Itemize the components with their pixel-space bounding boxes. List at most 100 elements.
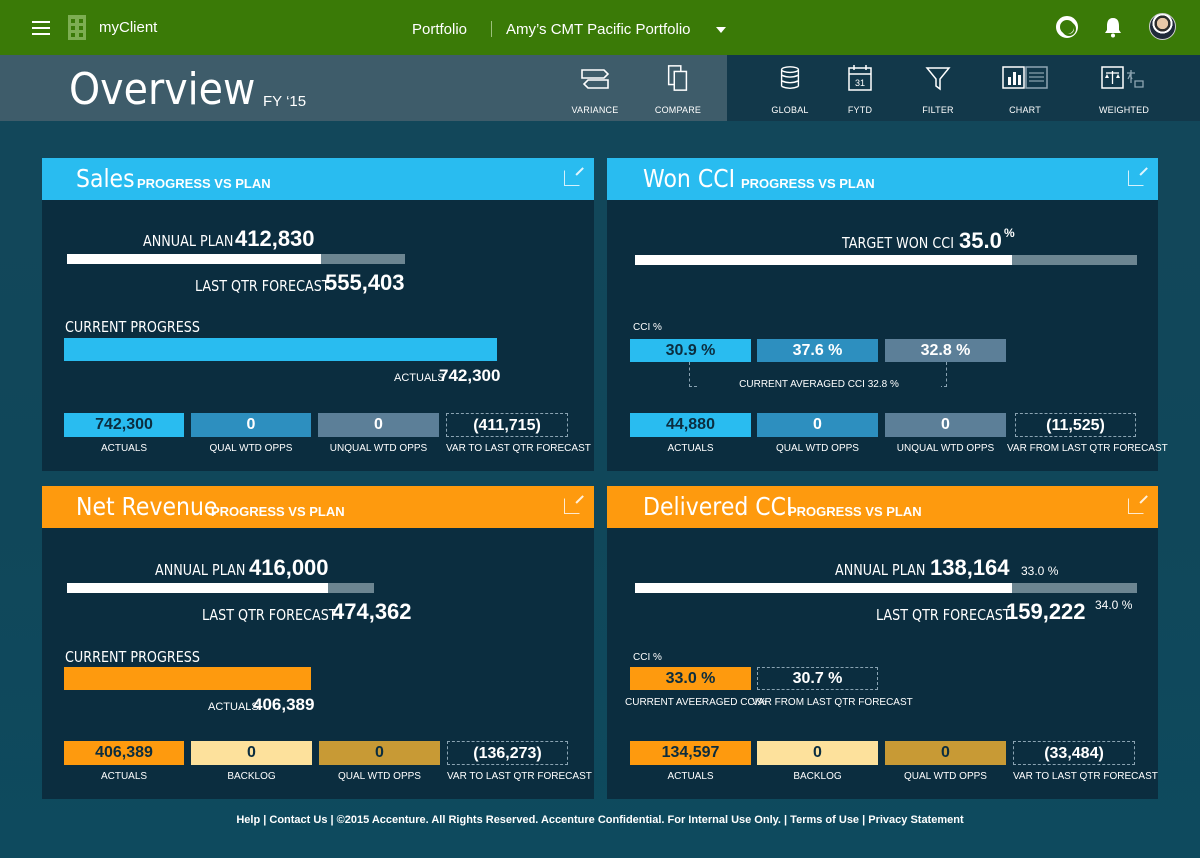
delivered-cci-variance-caption: VAR TO LAST QTR FORECAST bbox=[1013, 771, 1158, 782]
building-icon bbox=[68, 15, 86, 40]
net-revenue-backlog-caption: BACKLOG bbox=[227, 771, 276, 782]
won-cci-target-value: 35.0 bbox=[959, 228, 1002, 253]
sales-qual-caption: QUAL WTD OPPS bbox=[209, 443, 293, 454]
net-revenue-current-label: CURRENT PROGRESS bbox=[65, 648, 200, 666]
delivered-cci-var-caption: VAR FROM LAST QTR FORECAST bbox=[752, 697, 913, 708]
calendar-icon: 31 bbox=[848, 65, 872, 91]
delivered-cci-subtitle: PROGRESS VS PLAN bbox=[788, 504, 922, 519]
delivered-cci-backlog-box: 0 bbox=[757, 741, 878, 765]
portfolio-selector[interactable]: Amy’s CMT Pacific Portfolio bbox=[506, 21, 691, 38]
won-cci-box-1: 30.9 % bbox=[630, 339, 751, 362]
won-cci-unqual-caption: UNQUAL WTD OPPS bbox=[896, 443, 995, 454]
won-cci-panel: Won CCI PROGRESS VS PLAN TARGET WON CCI … bbox=[607, 158, 1168, 471]
net-revenue-variance-caption: VAR TO LAST QTR FORECAST bbox=[447, 771, 592, 782]
won-cci-cci-label: CCI % bbox=[633, 322, 662, 333]
net-revenue-variance-box: (136,273) bbox=[447, 741, 568, 765]
bell-icon[interactable] bbox=[1103, 16, 1123, 38]
sales-plan-label: ANNUAL PLAN bbox=[143, 232, 234, 250]
delivered-cci-qual-box: 0 bbox=[885, 741, 1006, 765]
delivered-cci-backlog-caption: BACKLOG bbox=[793, 771, 842, 782]
weighted-label: WEIGHTED bbox=[1098, 105, 1150, 115]
net-revenue-actuals-value: 406,389 bbox=[253, 695, 315, 714]
sales-unqual-box: 0 bbox=[318, 413, 439, 437]
fiscal-year: FY ‘15 bbox=[263, 93, 307, 110]
sales-current-bar bbox=[64, 338, 497, 361]
footer-links[interactable]: Help | Contact Us | ©2015 Accenture. All… bbox=[236, 814, 964, 826]
compare-button[interactable]: COMPARE bbox=[636, 64, 720, 115]
won-cci-actuals-box: 44,880 bbox=[630, 413, 751, 437]
sales-subtitle: PROGRESS VS PLAN bbox=[137, 176, 271, 191]
net-revenue-actuals-caption: ACTUALS bbox=[100, 771, 148, 782]
delivered-cci-forecast-label: LAST QTR FORECAST bbox=[876, 606, 1011, 624]
net-revenue-forecast-label: LAST QTR FORECAST bbox=[202, 606, 337, 624]
variance-icon bbox=[581, 69, 610, 89]
net-revenue-actuals-label: ACTUALS bbox=[208, 701, 259, 713]
won-cci-title: Won CCI bbox=[643, 164, 736, 193]
won-cci-target-label: TARGET WON CCI bbox=[842, 234, 954, 252]
net-revenue-forecast-value: 474,362 bbox=[332, 599, 412, 624]
fytd-label: FYTD bbox=[847, 105, 873, 115]
sales-forecast-value: 555,403 bbox=[325, 270, 405, 295]
external-link-icon[interactable] bbox=[564, 170, 580, 186]
filter-icon bbox=[925, 67, 951, 91]
won-cci-target-bar-fill bbox=[635, 255, 1012, 265]
sales-forecast-label: LAST QTR FORECAST bbox=[195, 277, 330, 295]
won-cci-target-bar bbox=[635, 255, 1137, 265]
filter-button[interactable]: FILTER bbox=[896, 64, 980, 115]
sales-plan-bar-fill bbox=[67, 254, 321, 264]
sales-variance-caption: VAR TO LAST QTR FORECAST bbox=[446, 443, 591, 454]
global-label: GLOBAL bbox=[771, 105, 809, 115]
variance-label: VARIANCE bbox=[571, 105, 619, 115]
won-cci-box-3: 32.8 % bbox=[885, 339, 1006, 362]
won-cci-box-2: 37.6 % bbox=[757, 339, 878, 362]
compare-icon bbox=[667, 65, 688, 91]
external-link-icon[interactable] bbox=[1128, 498, 1144, 514]
filter-label: FILTER bbox=[922, 105, 954, 115]
chart-label: CHART bbox=[1009, 105, 1041, 115]
sales-actuals-caption: ACTUALS bbox=[100, 443, 148, 454]
sales-qual-box: 0 bbox=[191, 413, 311, 437]
top-bar: myClient Portfolio Amy’s CMT Pacific Por… bbox=[0, 0, 1200, 55]
net-revenue-plan-label: ANNUAL PLAN bbox=[155, 561, 246, 579]
net-revenue-qual-caption: QUAL WTD OPPS bbox=[338, 771, 421, 782]
external-link-icon[interactable] bbox=[564, 498, 580, 514]
sales-variance-box: (411,715) bbox=[446, 413, 568, 437]
global-button[interactable]: GLOBAL bbox=[748, 64, 832, 115]
delivered-cci-plan-label: ANNUAL PLAN bbox=[835, 561, 926, 579]
scales-icon bbox=[1101, 66, 1144, 89]
chart-button[interactable]: CHART bbox=[983, 64, 1067, 115]
chart-icon bbox=[1002, 66, 1048, 89]
won-cci-qual-box: 0 bbox=[757, 413, 878, 437]
delivered-cci-current-caption: CURRENT AVEERAGED CCI% bbox=[625, 697, 767, 708]
user-avatar[interactable] bbox=[1149, 13, 1176, 40]
weighted-button[interactable]: WEIGHTED bbox=[1082, 64, 1166, 115]
delivered-cci-variance-box: (33,484) bbox=[1013, 741, 1135, 765]
nav-separator bbox=[491, 21, 492, 37]
net-revenue-plan-value: 416,000 bbox=[249, 555, 329, 580]
app-title[interactable]: myClient bbox=[99, 19, 158, 36]
delivered-cci-actuals-box: 134,597 bbox=[630, 741, 751, 765]
net-revenue-qual-box: 0 bbox=[319, 741, 440, 765]
won-cci-actuals-caption: ACTUALS bbox=[667, 443, 714, 454]
nav-portfolio[interactable]: Portfolio bbox=[412, 21, 468, 38]
fytd-button[interactable]: 31 FYTD bbox=[818, 64, 902, 115]
chevron-down-icon[interactable] bbox=[716, 27, 726, 33]
help-lifebuoy-icon[interactable] bbox=[1056, 16, 1078, 38]
net-revenue-subtitle: PROGRESS VS PLAN bbox=[211, 504, 345, 519]
sales-title: Sales bbox=[76, 164, 135, 193]
delivered-cci-qual-caption: QUAL WTD OPPS bbox=[904, 771, 987, 782]
external-link-icon[interactable] bbox=[1128, 170, 1144, 186]
net-revenue-actuals-box: 406,389 bbox=[64, 741, 184, 765]
delivered-cci-title: Delivered CCI bbox=[643, 492, 793, 521]
sales-plan-value: 412,830 bbox=[235, 226, 315, 251]
menu-icon[interactable] bbox=[32, 21, 50, 35]
net-revenue-panel: Net Revenue PROGRESS VS PLAN ANNUAL PLAN… bbox=[42, 486, 594, 799]
delivered-cci-panel-header: Delivered CCI PROGRESS VS PLAN bbox=[607, 486, 1158, 528]
won-cci-subtitle: PROGRESS VS PLAN bbox=[741, 176, 875, 191]
won-cci-panel-header: Won CCI PROGRESS VS PLAN bbox=[607, 158, 1158, 200]
delivered-cci-plan-bar bbox=[635, 583, 1137, 593]
sales-current-label: CURRENT PROGRESS bbox=[65, 318, 200, 336]
variance-button[interactable]: VARIANCE bbox=[553, 64, 637, 115]
sales-panel-header: Sales PROGRESS VS PLAN bbox=[42, 158, 594, 200]
won-cci-variance-box: (11,525) bbox=[1015, 413, 1136, 437]
